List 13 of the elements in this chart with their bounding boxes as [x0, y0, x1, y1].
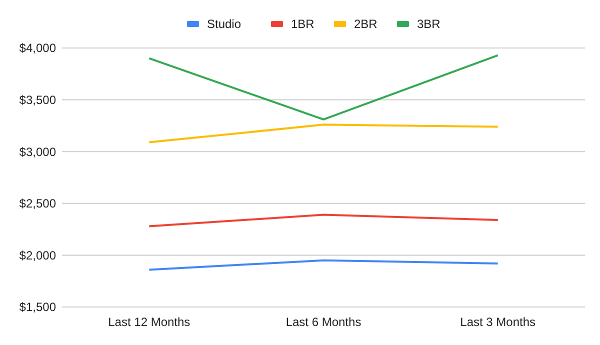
y-tick-label: $3,000	[19, 144, 56, 159]
x-tick-label: Last 6 Months	[286, 315, 362, 329]
y-tick-label: $1,500	[19, 300, 56, 314]
legend-label: 2BR	[354, 17, 378, 32]
y-tick-label: $2,500	[19, 196, 56, 211]
x-tick-label: Last 3 Months	[460, 315, 536, 329]
y-tick-label: $3,500	[19, 93, 56, 107]
legend-label: 1BR	[291, 17, 315, 32]
x-tick-label: Last 12 Months	[108, 315, 190, 329]
y-tick-label: $2,000	[19, 248, 56, 262]
y-tick-label: $4,000	[19, 41, 56, 56]
legend-label: Studio	[207, 17, 242, 32]
legend-label: 3BR	[417, 17, 441, 32]
